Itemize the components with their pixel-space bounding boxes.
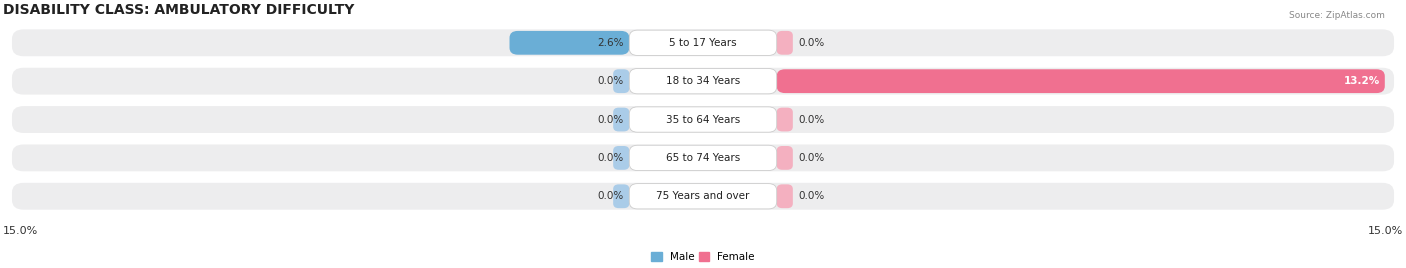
Text: DISABILITY CLASS: AMBULATORY DIFFICULTY: DISABILITY CLASS: AMBULATORY DIFFICULTY <box>3 2 354 17</box>
FancyBboxPatch shape <box>13 29 1393 56</box>
FancyBboxPatch shape <box>13 144 1393 171</box>
FancyBboxPatch shape <box>613 184 630 208</box>
FancyBboxPatch shape <box>13 183 1393 210</box>
FancyBboxPatch shape <box>776 69 1385 93</box>
Text: 65 to 74 Years: 65 to 74 Years <box>666 153 740 163</box>
FancyBboxPatch shape <box>613 146 630 170</box>
FancyBboxPatch shape <box>630 107 776 132</box>
FancyBboxPatch shape <box>630 69 776 94</box>
Text: 0.0%: 0.0% <box>598 114 624 125</box>
Text: 0.0%: 0.0% <box>598 191 624 201</box>
FancyBboxPatch shape <box>630 184 776 209</box>
Text: 0.0%: 0.0% <box>598 76 624 86</box>
FancyBboxPatch shape <box>630 30 776 55</box>
Text: 0.0%: 0.0% <box>598 153 624 163</box>
Text: 2.6%: 2.6% <box>598 38 624 48</box>
Text: 13.2%: 13.2% <box>1344 76 1381 86</box>
Text: 5 to 17 Years: 5 to 17 Years <box>669 38 737 48</box>
FancyBboxPatch shape <box>13 68 1393 95</box>
Text: 15.0%: 15.0% <box>3 226 38 236</box>
Text: 15.0%: 15.0% <box>1368 226 1403 236</box>
Text: Source: ZipAtlas.com: Source: ZipAtlas.com <box>1289 11 1385 20</box>
FancyBboxPatch shape <box>613 108 630 131</box>
Text: 35 to 64 Years: 35 to 64 Years <box>666 114 740 125</box>
FancyBboxPatch shape <box>776 108 793 131</box>
FancyBboxPatch shape <box>13 106 1393 133</box>
FancyBboxPatch shape <box>630 145 776 170</box>
FancyBboxPatch shape <box>613 69 630 93</box>
Text: 75 Years and over: 75 Years and over <box>657 191 749 201</box>
Text: 0.0%: 0.0% <box>799 153 824 163</box>
Legend: Male, Female: Male, Female <box>647 248 759 266</box>
FancyBboxPatch shape <box>776 146 793 170</box>
Text: 0.0%: 0.0% <box>799 114 824 125</box>
Text: 0.0%: 0.0% <box>799 191 824 201</box>
FancyBboxPatch shape <box>509 31 630 55</box>
FancyBboxPatch shape <box>776 184 793 208</box>
Text: 18 to 34 Years: 18 to 34 Years <box>666 76 740 86</box>
FancyBboxPatch shape <box>776 31 793 55</box>
Text: 0.0%: 0.0% <box>799 38 824 48</box>
